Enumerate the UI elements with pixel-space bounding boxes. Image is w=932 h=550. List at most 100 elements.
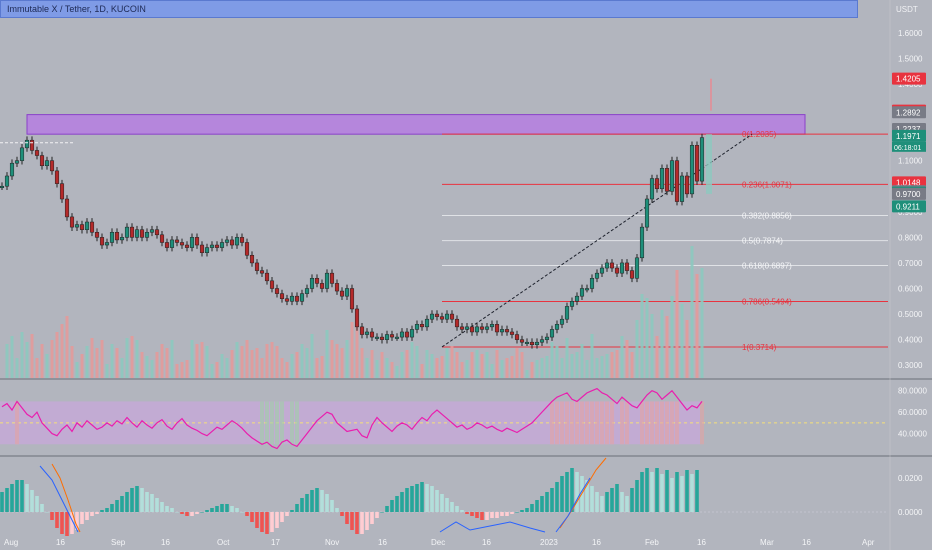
candle-body bbox=[454, 318, 460, 328]
volume-bar bbox=[225, 358, 229, 378]
macd-histogram-bar bbox=[505, 512, 509, 516]
candle-body bbox=[74, 224, 80, 228]
macd-histogram-bar bbox=[305, 494, 309, 512]
time-axis-label: Apr bbox=[862, 538, 875, 547]
macd-histogram-bar bbox=[90, 512, 94, 516]
candle-body bbox=[554, 324, 560, 330]
macd-histogram-bar bbox=[480, 512, 484, 520]
macd-histogram-bar bbox=[365, 512, 369, 530]
macd-histogram-bar bbox=[595, 492, 599, 512]
volume-bar bbox=[325, 330, 329, 378]
volume-bar bbox=[305, 348, 309, 378]
macd-histogram-bar bbox=[335, 508, 339, 512]
volume-bar bbox=[655, 336, 659, 378]
candle-body bbox=[569, 301, 575, 307]
candle-body bbox=[229, 239, 235, 246]
macd-histogram-bar bbox=[105, 508, 109, 512]
macd-histogram-bar bbox=[680, 476, 684, 512]
volume-bar bbox=[295, 352, 299, 378]
candle-body bbox=[24, 139, 30, 149]
macd-histogram-bar bbox=[415, 484, 419, 512]
candle-body bbox=[429, 313, 435, 320]
rsi-overbought-fill bbox=[605, 401, 609, 445]
rsi-oversold-fill bbox=[295, 401, 299, 445]
candle-body bbox=[594, 272, 600, 279]
price-tick-label: 1.5000 bbox=[898, 54, 923, 63]
candle-body bbox=[659, 168, 665, 190]
candle-body bbox=[294, 295, 300, 302]
macd-histogram-bar bbox=[545, 492, 549, 512]
volume-bar bbox=[115, 348, 119, 378]
macd-histogram-bar bbox=[245, 512, 249, 516]
price-tag-value: 1.2892 bbox=[896, 108, 921, 117]
candle-body bbox=[649, 178, 655, 200]
rsi-overbought-fill bbox=[580, 401, 584, 445]
candle-body bbox=[89, 221, 95, 233]
volume-bar bbox=[690, 246, 694, 378]
macd-histogram-bar bbox=[145, 492, 149, 512]
price-tick-label: 0.8000 bbox=[898, 233, 923, 242]
volume-bar bbox=[400, 352, 404, 378]
candle-body bbox=[409, 329, 415, 338]
candle-body bbox=[174, 239, 180, 243]
volume-bar bbox=[205, 346, 209, 378]
candle-body bbox=[529, 341, 535, 346]
macd-histogram-bar bbox=[345, 512, 349, 524]
volume-bar bbox=[465, 360, 469, 378]
volume-bar bbox=[310, 334, 314, 378]
macd-histogram-bar bbox=[240, 512, 244, 513]
rsi-oversold-fill bbox=[260, 401, 264, 445]
volume-bar bbox=[220, 354, 224, 378]
fib-level-label: 0.786(0.5494) bbox=[742, 297, 792, 306]
volume-bar bbox=[40, 344, 44, 378]
volume-bar bbox=[100, 340, 104, 378]
volume-bar bbox=[700, 268, 704, 378]
candle-body bbox=[434, 313, 440, 317]
macd-histogram-bar bbox=[615, 484, 619, 512]
volume-bar bbox=[45, 354, 49, 378]
macd-histogram-bar bbox=[190, 512, 194, 516]
volume-bar bbox=[145, 356, 149, 378]
price-tag-countdown-bg bbox=[892, 141, 926, 152]
macd-histogram-bar bbox=[290, 510, 294, 512]
volume-bar bbox=[355, 326, 359, 378]
volume-bar bbox=[210, 364, 214, 378]
candle-body bbox=[169, 239, 175, 248]
candle-body bbox=[84, 221, 90, 230]
rsi-overbought-fill bbox=[550, 401, 554, 445]
volume-bar bbox=[85, 346, 89, 378]
volume-bar bbox=[250, 350, 254, 378]
candle-body bbox=[129, 226, 135, 238]
candle-body bbox=[224, 239, 230, 243]
macd-histogram-bar bbox=[130, 488, 134, 512]
volume-bar bbox=[25, 342, 29, 378]
volume-bar bbox=[365, 358, 369, 378]
macd-histogram-bar bbox=[215, 506, 219, 512]
volume-bar bbox=[525, 370, 529, 378]
macd-histogram-bar bbox=[695, 470, 699, 512]
macd-histogram-bar bbox=[555, 482, 559, 512]
rsi-oversold-fill bbox=[280, 401, 284, 445]
volume-bar bbox=[300, 344, 304, 378]
macd-histogram-bar bbox=[405, 488, 409, 512]
price-tag bbox=[892, 106, 926, 119]
macd-histogram-bar bbox=[440, 494, 444, 512]
volume-bar bbox=[635, 320, 639, 378]
volume-bar bbox=[430, 354, 434, 378]
signal-line bbox=[51, 463, 81, 533]
candle-body bbox=[549, 329, 555, 338]
macd-histogram-bar bbox=[100, 510, 104, 512]
symbol-title: Immutable X / Tether, 1D, KUCOIN bbox=[7, 4, 146, 14]
candle-body bbox=[159, 234, 165, 243]
volume-bar bbox=[390, 362, 394, 378]
rsi-overbought-fill bbox=[570, 401, 574, 445]
candle-body bbox=[184, 244, 190, 248]
macd-histogram-bar bbox=[355, 512, 359, 534]
price-tick-label: 0.4000 bbox=[898, 336, 923, 345]
price-tick-label: 0.3000 bbox=[898, 361, 923, 370]
volume-bar bbox=[565, 338, 569, 378]
macd-histogram-bar bbox=[565, 472, 569, 512]
volume-bar bbox=[265, 344, 269, 378]
macd-histogram-bar bbox=[230, 506, 234, 512]
